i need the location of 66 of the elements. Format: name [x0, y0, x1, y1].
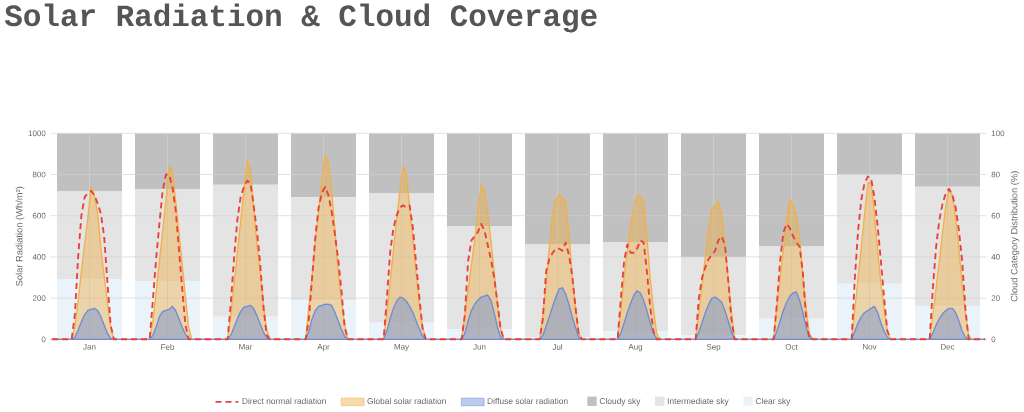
- y-tick-label: 20: [991, 295, 1000, 301]
- bar: [447, 133, 513, 226]
- bar: [837, 174, 903, 284]
- bar: [759, 318, 825, 340]
- x-tick-label: May: [394, 344, 410, 352]
- x-tick-label: Dec: [941, 344, 955, 350]
- x-tick-label: Oct: [785, 344, 798, 350]
- bar: [525, 133, 591, 245]
- x-tick-label: Feb: [161, 344, 175, 350]
- bar: [291, 197, 356, 301]
- y-axis-title: Cloud Category Distribution (%): [1010, 171, 1020, 302]
- x-tick-label: Nov: [863, 344, 877, 350]
- x-tick-label: Jul: [552, 344, 563, 350]
- bar: [603, 242, 668, 332]
- bar: [915, 306, 980, 340]
- bar: [447, 226, 513, 329]
- y-tick-label: 400: [32, 254, 46, 260]
- bar: [525, 244, 591, 338]
- bar: [369, 133, 435, 194]
- y-tick-label: 600: [32, 212, 46, 219]
- x-tick-label: Jan: [83, 344, 96, 350]
- bar: [135, 281, 201, 340]
- x-tick-label: Jun: [473, 344, 486, 350]
- bar: [681, 133, 747, 257]
- bar: [915, 133, 980, 187]
- bar: [915, 186, 980, 307]
- legend-label: Intermediate sky: [667, 397, 729, 406]
- bar: [213, 133, 279, 185]
- y-axis-title: Solar Radiation (Wh/m²): [15, 186, 25, 286]
- bar: [291, 133, 356, 198]
- y-tick-label: 60: [991, 212, 1000, 219]
- legend-label: Global solar radiation: [367, 397, 446, 405]
- legend-label: Cloudy sky: [599, 397, 641, 406]
- y-tick-label: 0: [41, 336, 46, 343]
- legend-label: Direct normal radiation: [242, 397, 326, 405]
- x-tick-label: Sep: [706, 344, 721, 352]
- legend-label: Clear sky: [755, 397, 791, 406]
- y-tick-label: 0: [991, 336, 996, 343]
- bar: [837, 283, 903, 340]
- bar: [57, 279, 123, 340]
- bar: [759, 246, 825, 319]
- bar: [57, 133, 123, 191]
- y-tick-label: 40: [991, 254, 1000, 260]
- bar: [213, 316, 279, 340]
- bar: [291, 300, 356, 340]
- y-tick-label: 200: [32, 295, 46, 301]
- bar: [603, 133, 668, 243]
- legend-label: Diffuse solar radiation: [487, 397, 568, 405]
- x-tick-label: Aug: [628, 344, 643, 352]
- bar: [369, 193, 435, 323]
- bar: [213, 184, 279, 317]
- x-tick-label: Mar: [239, 344, 253, 350]
- chart-title: Solar Radiation & Cloud Coverage: [4, 3, 597, 33]
- y-tick-label: 80: [991, 171, 1000, 178]
- y-tick-label: 800: [32, 171, 46, 178]
- bar: [135, 188, 201, 282]
- bar: [837, 133, 903, 175]
- bar: [759, 133, 825, 247]
- bar: [681, 256, 747, 336]
- bar: [135, 133, 201, 189]
- bar: [369, 322, 435, 340]
- y-tick-label: 100: [991, 130, 1005, 137]
- y-tick-label: 1000: [28, 130, 46, 137]
- bar: [57, 190, 123, 280]
- x-tick-label: Apr: [317, 344, 330, 352]
- bar: [447, 329, 513, 340]
